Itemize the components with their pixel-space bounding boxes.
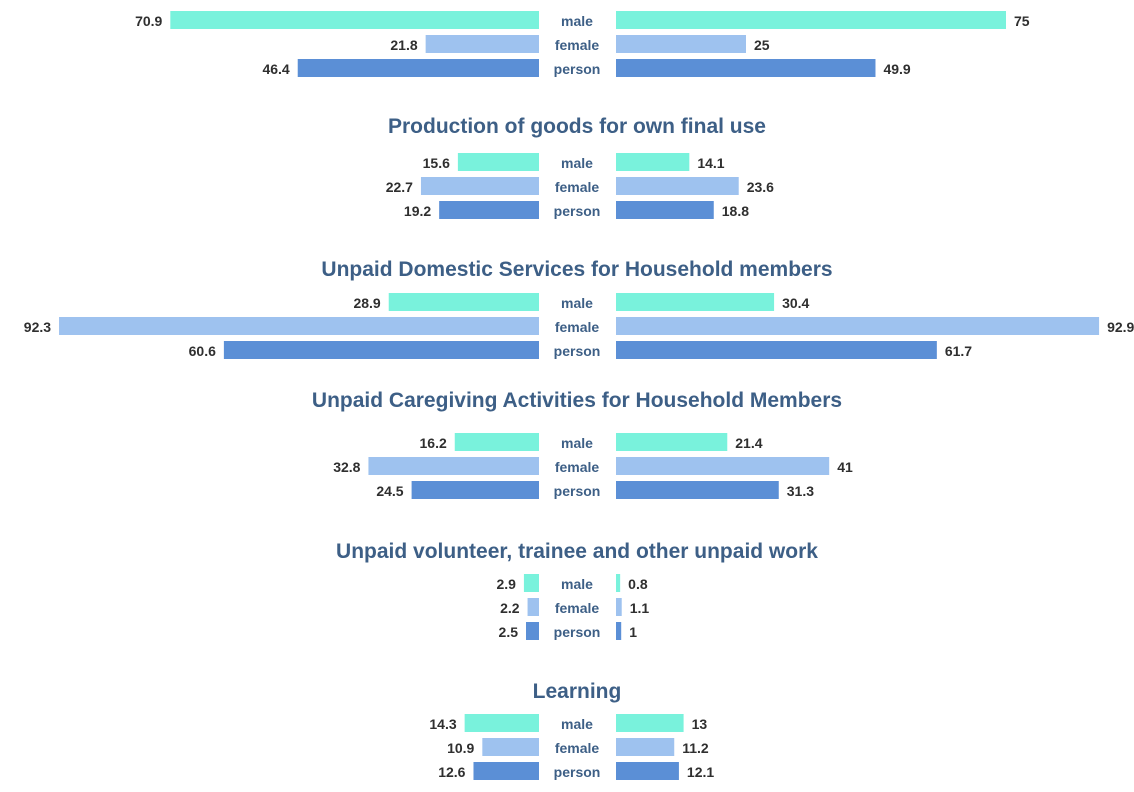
bar-right-person	[616, 622, 622, 640]
panel-title: Production of goods for own final use	[388, 115, 766, 138]
category-label: person	[554, 764, 601, 780]
bar-left-person	[411, 481, 539, 499]
bar-left-male	[457, 153, 539, 171]
value-label-left: 15.6	[423, 155, 450, 171]
bar-left-female	[482, 738, 539, 756]
panel-title: Unpaid volunteer, trainee and other unpa…	[336, 540, 818, 563]
category-label: female	[555, 37, 600, 53]
bar-right-person	[616, 59, 876, 77]
value-label-right: 23.6	[747, 179, 774, 195]
bar-right-male	[616, 153, 690, 171]
value-label-left: 16.2	[420, 435, 447, 451]
category-label: person	[554, 483, 601, 499]
category-label: male	[561, 155, 593, 171]
bar-right-male	[616, 293, 775, 311]
value-label-right: 18.8	[722, 203, 749, 219]
bar-left-person	[439, 201, 539, 219]
bar-right-person	[616, 341, 937, 359]
bar-left-female	[527, 598, 539, 616]
value-label-left: 28.9	[353, 295, 380, 311]
category-label: female	[555, 319, 600, 335]
value-label-left: 92.3	[24, 319, 51, 335]
category-label: male	[561, 435, 593, 451]
bar-right-male	[616, 714, 684, 732]
value-label-right: 75	[1014, 13, 1030, 29]
bar-left-female	[425, 35, 539, 53]
bar-left-male	[170, 11, 539, 29]
bar-right-male	[616, 433, 728, 451]
bar-left-person	[526, 622, 539, 640]
bar-right-male	[616, 574, 621, 592]
category-label: female	[555, 600, 600, 616]
value-label-right: 31.3	[787, 483, 814, 499]
bar-left-female	[420, 177, 539, 195]
value-label-left: 22.7	[386, 179, 413, 195]
panel-title: Unpaid Domestic Services for Household m…	[321, 258, 832, 281]
bar-right-female	[616, 35, 746, 53]
value-label-left: 60.6	[189, 343, 216, 359]
value-label-right: 25	[754, 37, 770, 53]
value-label-left: 70.9	[135, 13, 162, 29]
category-label: female	[555, 459, 600, 475]
value-label-right: 92.9	[1107, 319, 1134, 335]
value-label-left: 2.5	[499, 624, 519, 640]
category-label: person	[554, 343, 601, 359]
value-label-right: 41	[837, 459, 853, 475]
bar-left-male	[454, 433, 539, 451]
value-label-right: 1	[629, 624, 637, 640]
bar-right-person	[616, 762, 679, 780]
value-label-right: 12.1	[687, 764, 714, 780]
bar-right-female	[616, 738, 675, 756]
value-label-right: 30.4	[782, 295, 809, 311]
value-label-right: 13	[692, 716, 708, 732]
category-label: female	[555, 740, 600, 756]
bar-right-female	[616, 598, 622, 616]
value-label-left: 12.6	[438, 764, 465, 780]
value-label-left: 2.9	[496, 576, 516, 592]
bar-left-female	[59, 317, 539, 335]
value-label-left: 19.2	[404, 203, 431, 219]
bar-right-female	[616, 457, 830, 475]
bar-left-person	[473, 762, 539, 780]
value-label-right: 11.2	[682, 740, 709, 756]
category-label: person	[554, 61, 601, 77]
bar-left-female	[368, 457, 539, 475]
bar-left-male	[523, 574, 539, 592]
value-label-left: 10.9	[447, 740, 474, 756]
category-label: male	[561, 576, 593, 592]
value-label-left: 2.2	[500, 600, 520, 616]
value-label-left: 14.3	[429, 716, 456, 732]
category-label: person	[554, 203, 601, 219]
value-label-left: 32.8	[333, 459, 360, 475]
value-label-left: 46.4	[262, 61, 289, 77]
value-label-right: 14.1	[697, 155, 724, 171]
value-label-left: 24.5	[376, 483, 403, 499]
category-label: male	[561, 295, 593, 311]
value-label-left: 21.8	[390, 37, 417, 53]
value-label-right: 1.1	[630, 600, 650, 616]
bar-left-person	[223, 341, 539, 359]
value-label-right: 0.8	[628, 576, 648, 592]
bar-right-person	[616, 481, 779, 499]
value-label-right: 49.9	[883, 61, 910, 77]
category-label: male	[561, 13, 593, 29]
category-label: person	[554, 624, 601, 640]
bar-left-person	[297, 59, 539, 77]
bar-left-male	[388, 293, 539, 311]
panel-title: Unpaid Caregiving Activities for Househo…	[312, 389, 842, 412]
bar-left-male	[464, 714, 539, 732]
bar-right-female	[616, 317, 1100, 335]
bar-right-person	[616, 201, 714, 219]
bar-right-male	[616, 11, 1006, 29]
category-label: female	[555, 179, 600, 195]
panel-title: Learning	[533, 680, 622, 703]
value-label-right: 21.4	[735, 435, 762, 451]
category-label: male	[561, 716, 593, 732]
value-label-right: 61.7	[945, 343, 972, 359]
bar-right-female	[616, 177, 739, 195]
